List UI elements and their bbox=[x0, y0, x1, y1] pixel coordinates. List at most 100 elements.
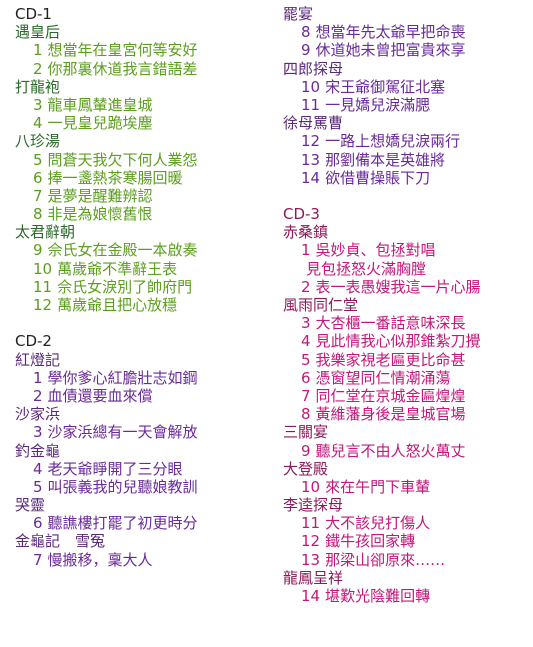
spacer bbox=[15, 314, 265, 332]
section-title: 赤桑鎮 bbox=[283, 223, 329, 242]
track-number: 4 bbox=[301, 332, 311, 351]
track-title: 萬歲爺不準辭王表 bbox=[57, 259, 178, 278]
section-title: 遇皇后 bbox=[15, 23, 61, 42]
track-title: 大不該兒打傷人 bbox=[325, 514, 431, 533]
track-title: 非是為娘懷舊恨 bbox=[47, 205, 153, 224]
track-title: 那梁山卻原來…… bbox=[325, 550, 446, 569]
track-number: 3 bbox=[33, 95, 43, 114]
track-item: 8 非是為娘懷舊恨 bbox=[15, 205, 265, 223]
track-item: 12 鐵牛孩回家轉 bbox=[283, 532, 528, 550]
track-number: 5 bbox=[301, 350, 311, 369]
cd-title: CD-3 bbox=[283, 205, 320, 224]
section-title: 風雨同仁堂 bbox=[283, 296, 359, 314]
track-item: 12 萬歲爺且把心放穩 bbox=[15, 296, 265, 314]
track-title: 憑窗望同仁情潮涌蕩 bbox=[315, 368, 451, 387]
track-number: 8 bbox=[301, 23, 311, 42]
track-number: 11 bbox=[301, 95, 321, 114]
track-number: 14 bbox=[301, 168, 321, 187]
track-item: 11 一見嬌兒淚滿腮 bbox=[283, 96, 528, 114]
track-number: 8 bbox=[301, 405, 311, 424]
track-item: 10 宋王爺御駕征北塞 bbox=[283, 78, 528, 96]
track-item: 6 聽譙樓打罷了初更時分 bbox=[15, 514, 265, 532]
section-title: 八珍湯 bbox=[15, 132, 61, 151]
section-title: 紅燈記 bbox=[15, 350, 61, 369]
cd-title: CD-2 bbox=[15, 332, 52, 351]
track-title: 是夢是醒難辨認 bbox=[47, 186, 153, 205]
section-title: 罷宴 bbox=[283, 5, 314, 23]
track-item: 1 吳妙貞、包拯對唱 bbox=[283, 241, 528, 259]
track-title: 一路上想嬌兒淚兩行 bbox=[325, 132, 461, 151]
track-item: 4 老天爺睜開了三分眼 bbox=[15, 460, 265, 478]
track-number: 9 bbox=[301, 41, 311, 60]
track-item: 6 捧一盞熱茶寒腸回暖 bbox=[15, 169, 265, 187]
track-number: 10 bbox=[301, 477, 321, 496]
track-number: 7 bbox=[33, 550, 43, 569]
track-title-continued: 見包拯怒火滿胸膛 bbox=[306, 259, 427, 278]
track-number: 12 bbox=[301, 532, 321, 551]
track-number: 3 bbox=[301, 314, 311, 333]
track-title: 想當年先太爺早把命喪 bbox=[315, 23, 466, 42]
track-title: 表一表愚嫂我這一片心腸 bbox=[315, 277, 481, 296]
track-title: 佘氏女在金殿一本啟奏 bbox=[47, 241, 198, 260]
track-title: 佘氏女淚別了帥府門 bbox=[57, 277, 193, 296]
track-item: 10 來在午門下車輦 bbox=[283, 478, 528, 496]
cd-title: CD-1 bbox=[15, 5, 52, 23]
track-title: 叫張義我的兒聽娘教訓 bbox=[47, 477, 198, 496]
track-number: 4 bbox=[33, 114, 43, 133]
track-item: 9 休道她未曾把富貴來享 bbox=[283, 41, 528, 59]
track-title: 大杏櫃一番話意味深長 bbox=[315, 314, 466, 333]
track-number: 13 bbox=[301, 150, 321, 169]
track-title: 一見皇兒跪埃塵 bbox=[47, 114, 153, 133]
track-item: 5 叫張義我的兒聽娘教訓 bbox=[15, 478, 265, 496]
track-title: 堪歎光陰難回轉 bbox=[325, 587, 431, 605]
track-title: 學你爹心紅膽壯志如鋼 bbox=[47, 368, 198, 387]
track-item: 7 是夢是醒難辨認 bbox=[15, 187, 265, 205]
section-title: 三關宴 bbox=[283, 423, 329, 442]
track-item: 3 沙家浜總有一天會解放 bbox=[15, 423, 265, 441]
track-title: 鐵牛孩回家轉 bbox=[325, 532, 416, 551]
track-number: 12 bbox=[301, 132, 321, 151]
track-title: 一見嬌兒淚滿腮 bbox=[325, 95, 431, 114]
track-item: 13 那劉備本是英雄將 bbox=[283, 151, 528, 169]
track-title: 慢搬移，稟大人 bbox=[47, 550, 153, 569]
track-number: 7 bbox=[33, 186, 43, 205]
track-title: 萬歲爺且把心放穩 bbox=[57, 296, 178, 314]
track-title: 想當年在皇宮何等安好 bbox=[47, 41, 198, 60]
track-item: 11 佘氏女淚別了帥府門 bbox=[15, 278, 265, 296]
track-item: 6 憑窗望同仁情潮涌蕩 bbox=[283, 369, 528, 387]
track-number: 9 bbox=[301, 441, 311, 460]
section-title: 沙家浜 bbox=[15, 405, 61, 424]
track-title: 欲借曹操賬下刀 bbox=[325, 168, 431, 187]
section-title: 打龍袍 bbox=[15, 77, 61, 96]
track-title: 老天爺睜開了三分眼 bbox=[47, 459, 183, 478]
track-title: 沙家浜總有一天會解放 bbox=[47, 423, 198, 442]
track-number: 5 bbox=[33, 150, 43, 169]
section-title: 太君辭朝 bbox=[15, 223, 76, 242]
track-title: 那劉備本是英雄將 bbox=[325, 150, 446, 169]
track-number: 2 bbox=[33, 386, 43, 405]
track-title: 吳妙貞、包拯對唱 bbox=[315, 241, 436, 260]
track-number: 1 bbox=[33, 368, 43, 387]
section-title: 金龜記 雪冤 bbox=[15, 532, 106, 551]
track-title: 聽譙樓打罷了初更時分 bbox=[47, 514, 198, 533]
right-column: 罷宴 8 想當年先太爺早把命喪 9 休道她未曾把富貴來享 四郎探母 10 宋王爺御駕征北塞 11… bbox=[283, 5, 528, 605]
left-column: CD-1 遇皇后 1 想當年在皇宮何等安好 2 你那裏休道我言錯語差 打龍袍 3 龍車鳳輦進皇城… bbox=[15, 5, 265, 569]
cd3-block: CD-3 赤桑鎮 1 吳妙貞、包拯對唱 見包拯怒火滿胸膛 2 表一表愚嫂我這一片心腸 風雨同仁… bbox=[283, 205, 528, 605]
track-item: 1 想當年在皇宮何等安好 bbox=[15, 41, 265, 59]
track-title: 問蒼天我欠下何人業怨 bbox=[47, 150, 198, 169]
track-title: 來在午門下車輦 bbox=[325, 477, 431, 496]
track-title: 聽兒言不由人怒火萬丈 bbox=[315, 441, 466, 460]
track-number: 1 bbox=[33, 41, 43, 60]
track-title: 黃維藩身後是皇城官場 bbox=[315, 405, 466, 424]
spacer bbox=[283, 187, 528, 205]
track-item: 4 見此情我心似那錐紮刀攪 bbox=[283, 332, 528, 350]
track-title: 捧一盞熱茶寒腸回暖 bbox=[47, 168, 183, 187]
track-title: 宋王爺御駕征北塞 bbox=[325, 77, 446, 96]
track-item: 7 慢搬移，稟大人 bbox=[15, 551, 265, 569]
track-number: 10 bbox=[301, 77, 321, 96]
track-item: 3 龍車鳳輦進皇城 bbox=[15, 96, 265, 114]
track-item: 13 那梁山卻原來…… bbox=[283, 551, 528, 569]
cd1-block: CD-1 遇皇后 1 想當年在皇宮何等安好 2 你那裏休道我言錯語差 打龍袍 3 龍車鳳輦進皇城… bbox=[15, 5, 265, 314]
track-item: 5 問蒼天我欠下何人業怨 bbox=[15, 151, 265, 169]
track-number: 10 bbox=[33, 259, 53, 278]
